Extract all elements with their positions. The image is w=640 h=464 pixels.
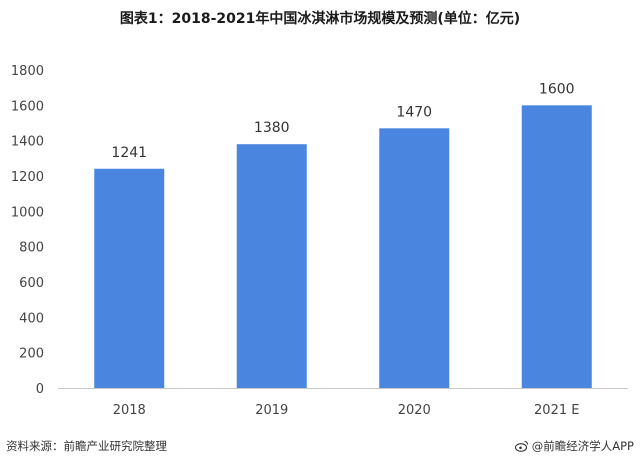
y-tick-label: 1200 — [11, 170, 44, 185]
y-tick-label: 800 — [19, 241, 44, 256]
brand-credit: @前瞻经济学人APP — [514, 438, 634, 454]
y-tick-label: 600 — [19, 276, 44, 291]
x-tick-label: 2019 — [255, 403, 288, 418]
x-tick-label: 2020 — [398, 403, 431, 418]
y-tick-label: 1800 — [11, 64, 44, 79]
y-tick-label: 200 — [19, 347, 44, 362]
y-tick-label: 0 — [36, 382, 44, 397]
x-tick-label: 2018 — [113, 403, 146, 418]
bar — [521, 105, 592, 388]
bar — [94, 168, 165, 388]
source-note: 资料来源：前瞻产业研究院整理 — [6, 439, 167, 453]
bar — [236, 144, 307, 388]
y-tick-label: 400 — [19, 311, 44, 326]
y-tick-label: 1000 — [11, 205, 44, 220]
bar — [379, 128, 450, 389]
chart-title: 图表1：2018-2021年中国冰淇淋市场规模及预测(单位：亿元) — [119, 11, 521, 27]
weibo-icon — [514, 440, 528, 452]
x-tick-label: 2021 E — [534, 403, 579, 418]
y-tick-label: 1400 — [11, 135, 44, 150]
brand-label: @前瞻经济学人APP — [531, 439, 634, 453]
data-label: 1380 — [254, 120, 290, 136]
y-tick-label: 1600 — [11, 99, 44, 114]
data-label: 1470 — [396, 104, 432, 120]
data-label: 1600 — [539, 81, 575, 97]
data-label: 1241 — [111, 145, 147, 161]
